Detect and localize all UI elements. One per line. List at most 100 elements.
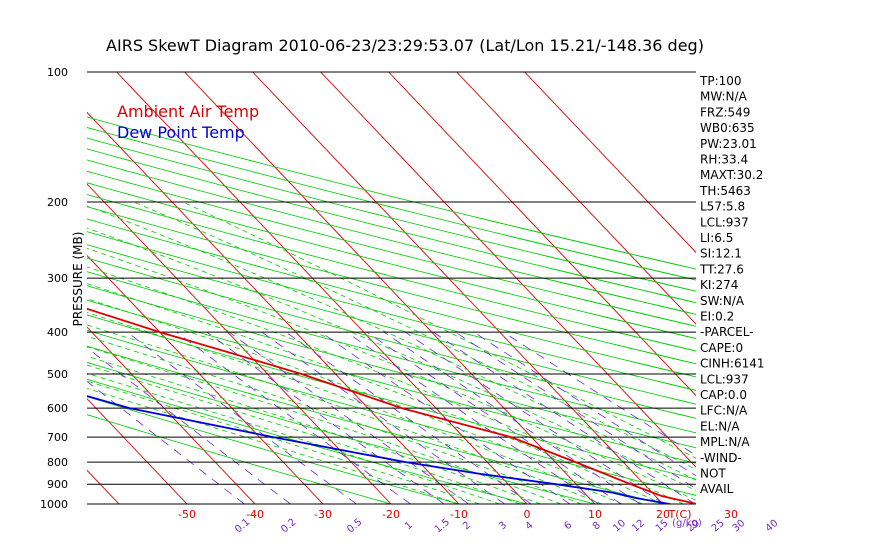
moist-adiabat-line: [87, 324, 602, 504]
dry-adiabat-line: [87, 285, 696, 449]
mixing-ratio-tick-label: 40: [764, 518, 781, 535]
dry-adiabat-line: [87, 414, 392, 504]
stability-index-label: MAXT:30.2: [700, 168, 763, 182]
stability-index-label: LCL:937: [700, 215, 749, 229]
series-layer: [87, 307, 696, 504]
bottom-temperature-axis: -50 -40 -30 -20 -10 0 10 20 30 T(C): [178, 508, 738, 521]
stability-index-label: MPL:N/A: [700, 435, 750, 449]
legend-entry: Ambient Air Temp: [117, 102, 259, 121]
dry-adiabat-line: [87, 137, 696, 292]
mixing-ratio-tick-label: 4: [524, 520, 536, 533]
isotherm-line: [87, 254, 324, 504]
dry-adiabat-line: [87, 148, 696, 304]
stability-index-label: LFC:N/A: [700, 404, 748, 418]
dry-adiabat-line: [87, 361, 596, 504]
dry-adiabat-line: [87, 159, 696, 315]
stability-index-label: WB0:635: [700, 121, 755, 135]
mixing-ratio-tick-label: 0.5: [345, 517, 364, 536]
mixing-ratio-tick-label: 6: [562, 520, 574, 533]
ambient-temp-series: [87, 307, 696, 504]
dry-adiabat-line: [87, 194, 696, 352]
dry-adiabat-line: [87, 206, 696, 365]
dry-adiabat-line: [87, 378, 528, 504]
bottom-temp-tick-label: -30: [314, 508, 332, 521]
pressure-tick-label: 900: [47, 478, 68, 491]
isotherm-line: [388, 72, 696, 397]
dry-adiabat-line: [87, 314, 696, 480]
isobar-lines: [87, 71, 696, 505]
stability-index-label: NOT: [700, 467, 726, 481]
pressure-tick-label: 100: [47, 66, 68, 79]
dry-adiabat-line: [87, 396, 460, 504]
mixing-ratio-tick-label: 10: [611, 518, 628, 535]
stability-index-label: TT:27.6: [699, 262, 744, 276]
isotherm-line: [116, 72, 528, 504]
stability-index-label: EL:N/A: [700, 419, 740, 433]
dry-adiabat-line: [87, 271, 696, 434]
pressure-tick-label: 600: [47, 402, 68, 415]
isotherm-line: [87, 111, 460, 504]
temp-unit-label: T(C): [668, 508, 692, 521]
dry-adiabat-line: [87, 257, 696, 419]
isotherm-line: [87, 183, 392, 504]
legend-entry: Dew Point Temp: [117, 123, 245, 142]
isotherm-line: [456, 72, 696, 325]
stability-index-label: CINH:6141: [700, 357, 765, 371]
pressure-tick-label: 300: [47, 272, 68, 285]
isotherm-line: [87, 398, 188, 504]
mixing-ratio-unit-label: (g/kg): [672, 518, 702, 529]
stability-index-label: LI:6.5: [700, 231, 733, 245]
isotherm-line: [320, 72, 696, 468]
moist-adiabat-line: [87, 266, 684, 504]
pressure-tick-label: 400: [47, 326, 68, 339]
pressure-tick-label: 500: [47, 368, 68, 381]
dry-adiabat-line: [87, 182, 696, 339]
isotherm-line: [524, 72, 696, 254]
stability-index-label: CAPE:0: [700, 341, 743, 355]
stability-index-label: -WIND-: [700, 451, 742, 465]
dry-adiabat-line: [87, 127, 696, 281]
isotherm-line: [87, 326, 256, 504]
stability-index-label: TH:5463: [699, 184, 751, 198]
mixing-ratio-tick-label: 2: [461, 520, 473, 533]
legend: Ambient Air Temp Dew Point Temp: [117, 102, 259, 142]
mixing-ratio-line: [206, 331, 445, 504]
pressure-tick-label: 200: [47, 196, 68, 209]
mixing-ratio-tick-label: 3: [497, 520, 509, 533]
stability-index-label: FRZ:549: [700, 105, 750, 119]
moist-adiabat-line: [87, 247, 696, 501]
stability-index-label: EI:0.2: [700, 310, 734, 324]
stability-index-label: CAP:0.0: [700, 388, 747, 402]
bottom-temp-tick-label: -10: [450, 508, 468, 521]
mixing-ratio-line: [176, 331, 411, 504]
stability-index-label: PW:23.01: [700, 137, 757, 151]
stability-index-label: LCL:937: [700, 372, 749, 386]
pressure-tick-label: 1000: [40, 498, 68, 511]
stability-index-label: SW:N/A: [700, 294, 745, 308]
moist-adiabat-line: [87, 283, 664, 504]
dry-adiabat-line: [87, 345, 664, 504]
dry-adiabat-line: [87, 299, 696, 464]
mixing-ratio-line: [285, 331, 532, 504]
stability-index-label: MW:N/A: [700, 90, 748, 104]
dry-adiabat-line: [87, 231, 696, 391]
bottom-temp-tick-label: 30: [724, 508, 738, 521]
bottom-temp-tick-label: 0: [524, 508, 531, 521]
dew-point-series: [87, 395, 671, 504]
stability-index-label: -PARCEL-: [700, 325, 754, 339]
dry-adiabat-line: [87, 170, 696, 327]
stability-index-label: TP:100: [699, 74, 742, 88]
bottom-temp-tick-label: 10: [588, 508, 602, 521]
bottom-temp-tick-label: 20: [656, 508, 670, 521]
isotherm-line: [252, 72, 664, 504]
stability-index-label: RH:33.4: [700, 153, 748, 167]
stability-index-label: AVAIL: [700, 482, 734, 496]
stability-index-label: KI:274: [700, 278, 738, 292]
dry-adiabat-line: [87, 244, 696, 405]
pressure-tick-label: 700: [47, 431, 68, 444]
stability-index-label: L57:5.8: [700, 200, 745, 214]
mixing-ratio-tick-label: 0.2: [279, 517, 298, 536]
dry-adiabat-line: [87, 329, 696, 496]
